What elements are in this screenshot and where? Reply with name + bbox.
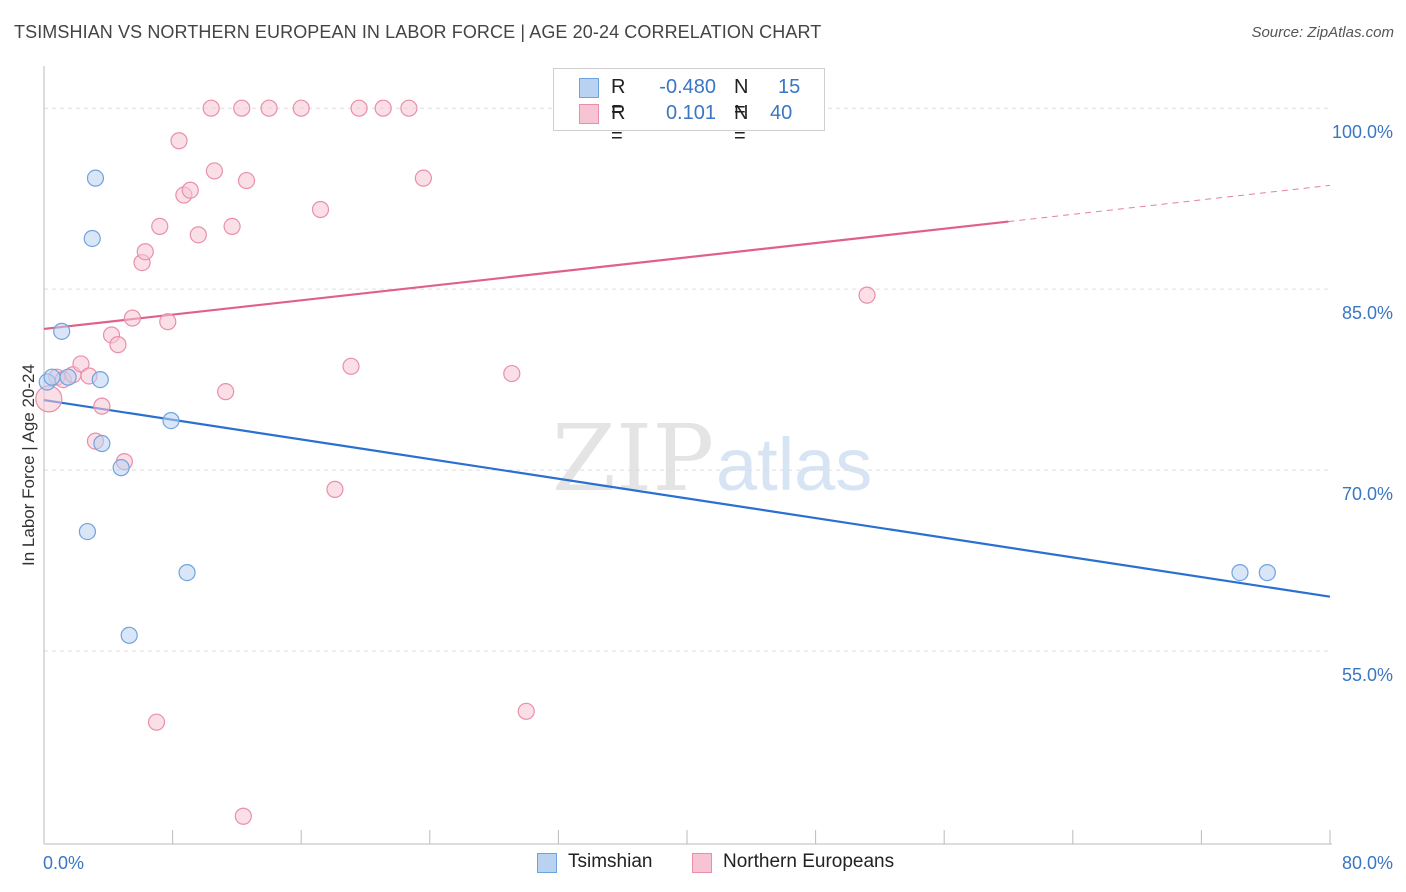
watermark: ZIP atlas <box>552 405 872 512</box>
y-tick-label: 70.0% <box>1341 484 1393 505</box>
r-value-tsimshian: -0.480 <box>659 76 716 98</box>
northern-europeans-point <box>217 383 235 401</box>
tsimshian-point <box>1231 563 1249 582</box>
northern-europeans-point <box>858 286 876 304</box>
correlation-legend: R = -0.480 N = 15 R = 0.101 N = 40 <box>553 68 825 147</box>
trend-line-tsimshian <box>43 399 1331 598</box>
r-value-northern-europeans: 0.101 <box>665 102 716 124</box>
x-tick-label: 80.0% <box>1341 853 1393 873</box>
r-label: R = <box>611 102 626 147</box>
tsimshian-point <box>83 229 101 248</box>
axes <box>43 66 1332 845</box>
northern-europeans-point <box>414 169 432 187</box>
tsimshian-point <box>91 370 109 389</box>
tsimshian-legend-swatch <box>537 853 557 873</box>
northern-europeans-point <box>181 181 199 199</box>
northern-europeans-point <box>147 713 166 731</box>
northern-europeans-point <box>205 162 223 180</box>
northern-europeans-point <box>503 364 521 383</box>
tsimshian-point <box>43 368 61 386</box>
watermark-zip: ZIP <box>552 405 714 512</box>
trend-lines <box>43 184 1331 598</box>
northern-europeans-point <box>151 217 169 235</box>
northern-europeans-point <box>170 132 188 150</box>
northern-europeans-point <box>189 226 207 244</box>
northern-europeans-point <box>93 397 111 415</box>
northern-europeans-point <box>233 99 251 117</box>
y-tick-label: 55.0% <box>1341 665 1393 685</box>
tsimshian-swatch <box>579 78 599 98</box>
x-tick-label: 0.0% <box>43 853 85 873</box>
legend-label-tsimshian: Tsimshian <box>568 851 653 872</box>
y-tick-label: 85.0% <box>1341 303 1393 324</box>
tsimshian-point <box>178 563 196 582</box>
northern-europeans-point <box>136 243 154 261</box>
northern-europeans-point <box>123 309 142 327</box>
tsimshian-point <box>1258 563 1276 582</box>
northern-europeans-point <box>223 217 241 235</box>
northern-europeans-point <box>326 480 344 498</box>
data-points <box>35 99 1276 825</box>
tsimshian-point <box>93 434 111 453</box>
tsimshian-point <box>53 322 71 340</box>
northern-europeans-point <box>311 200 330 219</box>
chart-title: TSIMSHIAN VS NORTHERN EUROPEAN IN LABOR … <box>14 22 822 42</box>
northern-europeans-point <box>260 99 278 117</box>
tsimshian-point <box>162 412 180 430</box>
northern-europeans-point <box>342 357 360 375</box>
tsimshian-point <box>59 368 77 386</box>
northern-europeans-point <box>350 99 368 117</box>
northern-europeans-point <box>234 807 252 825</box>
n-label: N = <box>734 76 749 121</box>
northern-europeans-legend-swatch <box>692 853 712 873</box>
northern-europeans-point <box>202 99 220 117</box>
northern-europeans-point <box>517 702 535 720</box>
trend-line-extension <box>1008 184 1331 223</box>
northern-europeans-point <box>374 99 392 117</box>
trend-line-northern-europeans <box>43 220 1009 331</box>
northern-europeans-point <box>237 171 256 190</box>
tsimshian-point <box>86 169 105 187</box>
n-value-northern-europeans: 40 <box>770 102 793 124</box>
tsimshian-point <box>120 626 138 644</box>
legend-label-northern-europeans: Northern Europeans <box>723 851 895 872</box>
gridlines <box>44 107 1330 652</box>
tsimshian-point <box>112 459 130 477</box>
n-label: N = <box>734 102 749 147</box>
series-legend: Tsimshian Northern Europeans <box>0 851 1406 877</box>
source-label: Source: ZipAtlas.com <box>1251 24 1394 41</box>
northern-europeans-point <box>72 355 90 373</box>
tsimshian-point <box>78 522 97 541</box>
northern-europeans-point <box>292 99 310 117</box>
watermark-atlas: atlas <box>716 423 872 506</box>
northern-europeans-point <box>400 99 418 117</box>
r-label: R = <box>611 76 626 121</box>
n-value-tsimshian: 15 <box>778 76 801 98</box>
northern-europeans-point <box>159 313 177 331</box>
y-tick-label: 100.0% <box>1331 122 1393 143</box>
northern-europeans-point <box>109 336 127 354</box>
northern-europeans-swatch <box>579 104 599 124</box>
